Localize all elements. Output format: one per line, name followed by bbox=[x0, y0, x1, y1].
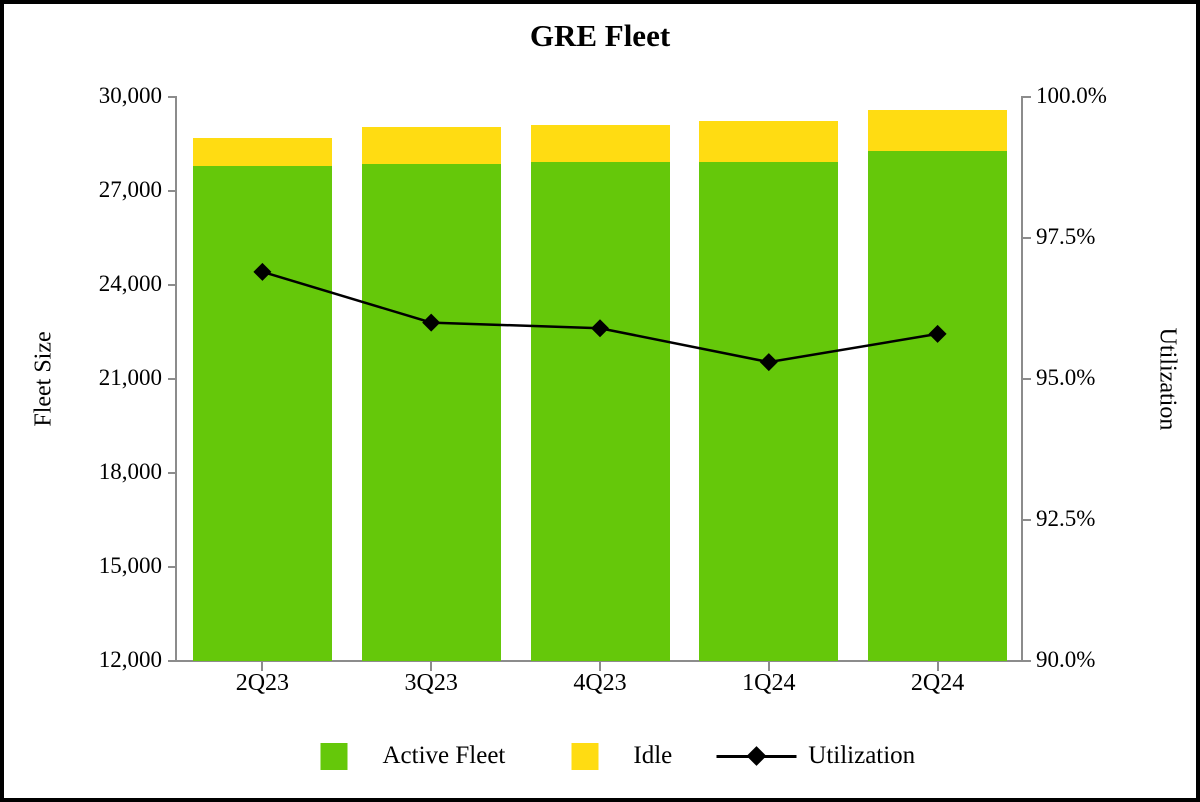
left-y-tick-mark bbox=[168, 190, 176, 192]
x-category-label: 4Q23 bbox=[573, 670, 627, 696]
left-y-tick-mark bbox=[168, 566, 176, 568]
left-y-tick-label: 15,000 bbox=[98, 552, 162, 578]
bar-segment-idle-2q24 bbox=[868, 109, 1008, 151]
right-y-tick-label: 97.5% bbox=[1036, 223, 1096, 249]
utilization-marker bbox=[591, 319, 609, 338]
legend-label-idle: Idle bbox=[633, 742, 673, 769]
legend: Active Fleet Idle Utilization bbox=[320, 734, 915, 778]
bar-segment-idle-2q23 bbox=[192, 138, 332, 166]
bar-segment-active-fleet-2q24 bbox=[868, 150, 1008, 661]
idle-swatch-icon bbox=[571, 742, 599, 770]
x-tick-mark bbox=[261, 662, 264, 671]
x-category-label: 3Q23 bbox=[404, 670, 458, 696]
x-category-label: 2Q23 bbox=[235, 670, 290, 696]
utilization-line bbox=[262, 270, 938, 364]
legend-diamond-marker bbox=[746, 746, 767, 766]
utilization-line-layer bbox=[253, 262, 947, 372]
legend-item-idle: Idle bbox=[571, 742, 672, 770]
left-y-tick-label: 18,000 bbox=[98, 458, 162, 484]
left-y-tick-mark bbox=[168, 660, 176, 662]
bar-segment-active-fleet-3q23 bbox=[361, 164, 501, 661]
left-y-tick-label: 12,000 bbox=[98, 646, 162, 672]
x-tick-mark bbox=[599, 662, 601, 671]
left-y-tick-mark bbox=[168, 96, 176, 98]
bar-segment-active-fleet-2q23 bbox=[192, 165, 332, 661]
right-y-tick-mark bbox=[1023, 660, 1031, 662]
right-y-tick-label: 90.0% bbox=[1036, 646, 1096, 672]
utilization-marker bbox=[928, 324, 947, 343]
chart-title: GRE Fleet bbox=[529, 18, 671, 53]
right-y-tick-mark bbox=[1023, 378, 1031, 380]
bar-segment-idle-3q23 bbox=[361, 127, 501, 165]
bar-segment-active-fleet-4q23 bbox=[530, 161, 670, 661]
left-y-tick-mark bbox=[168, 378, 176, 380]
bar-segment-active-fleet-1q24 bbox=[699, 161, 839, 661]
left-y-tick-mark bbox=[168, 284, 176, 286]
legend-label-active-fleet: Active Fleet bbox=[382, 742, 506, 769]
active-fleet-swatch-icon bbox=[320, 742, 348, 770]
left-y-tick-mark bbox=[168, 472, 176, 474]
right-y-tick-mark bbox=[1023, 96, 1031, 98]
right-y-axis-title: Utilization bbox=[1154, 327, 1181, 431]
x-tick-mark bbox=[430, 662, 433, 671]
utilization-marker bbox=[253, 262, 272, 281]
left-y-tick-label: 24,000 bbox=[98, 270, 162, 296]
x-category-label: 2Q24 bbox=[910, 670, 965, 696]
right-y-tick-label: 100.0% bbox=[1036, 82, 1107, 108]
x-category-label: 1Q24 bbox=[742, 670, 796, 696]
x-axis-line bbox=[168, 660, 1031, 662]
left-y-axis-line bbox=[175, 96, 177, 661]
x-tick-mark bbox=[767, 662, 770, 671]
left-y-tick-label: 30,000 bbox=[98, 82, 162, 108]
utilization-marker bbox=[759, 353, 778, 372]
left-y-tick-label: 21,000 bbox=[98, 364, 162, 390]
legend-item-active-fleet: Active Fleet bbox=[320, 742, 505, 770]
bar-segment-idle-1q24 bbox=[699, 121, 839, 162]
utilization-line-marker-icon bbox=[716, 743, 797, 770]
x-tick-mark bbox=[936, 662, 939, 671]
left-y-tick-label: 27,000 bbox=[98, 176, 162, 202]
right-y-axis-line bbox=[1021, 96, 1023, 661]
right-y-tick-label: 92.5% bbox=[1036, 505, 1096, 531]
legend-item-utilization: Utilization bbox=[716, 742, 915, 770]
right-y-tick-mark bbox=[1023, 519, 1031, 521]
left-y-axis-title: Fleet Size bbox=[30, 331, 57, 427]
utilization-marker bbox=[422, 313, 441, 332]
right-y-tick-label: 95.0% bbox=[1036, 364, 1096, 390]
right-y-tick-mark bbox=[1023, 237, 1031, 239]
legend-label-utilization: Utilization bbox=[808, 742, 916, 769]
bar-segment-idle-4q23 bbox=[530, 125, 670, 162]
